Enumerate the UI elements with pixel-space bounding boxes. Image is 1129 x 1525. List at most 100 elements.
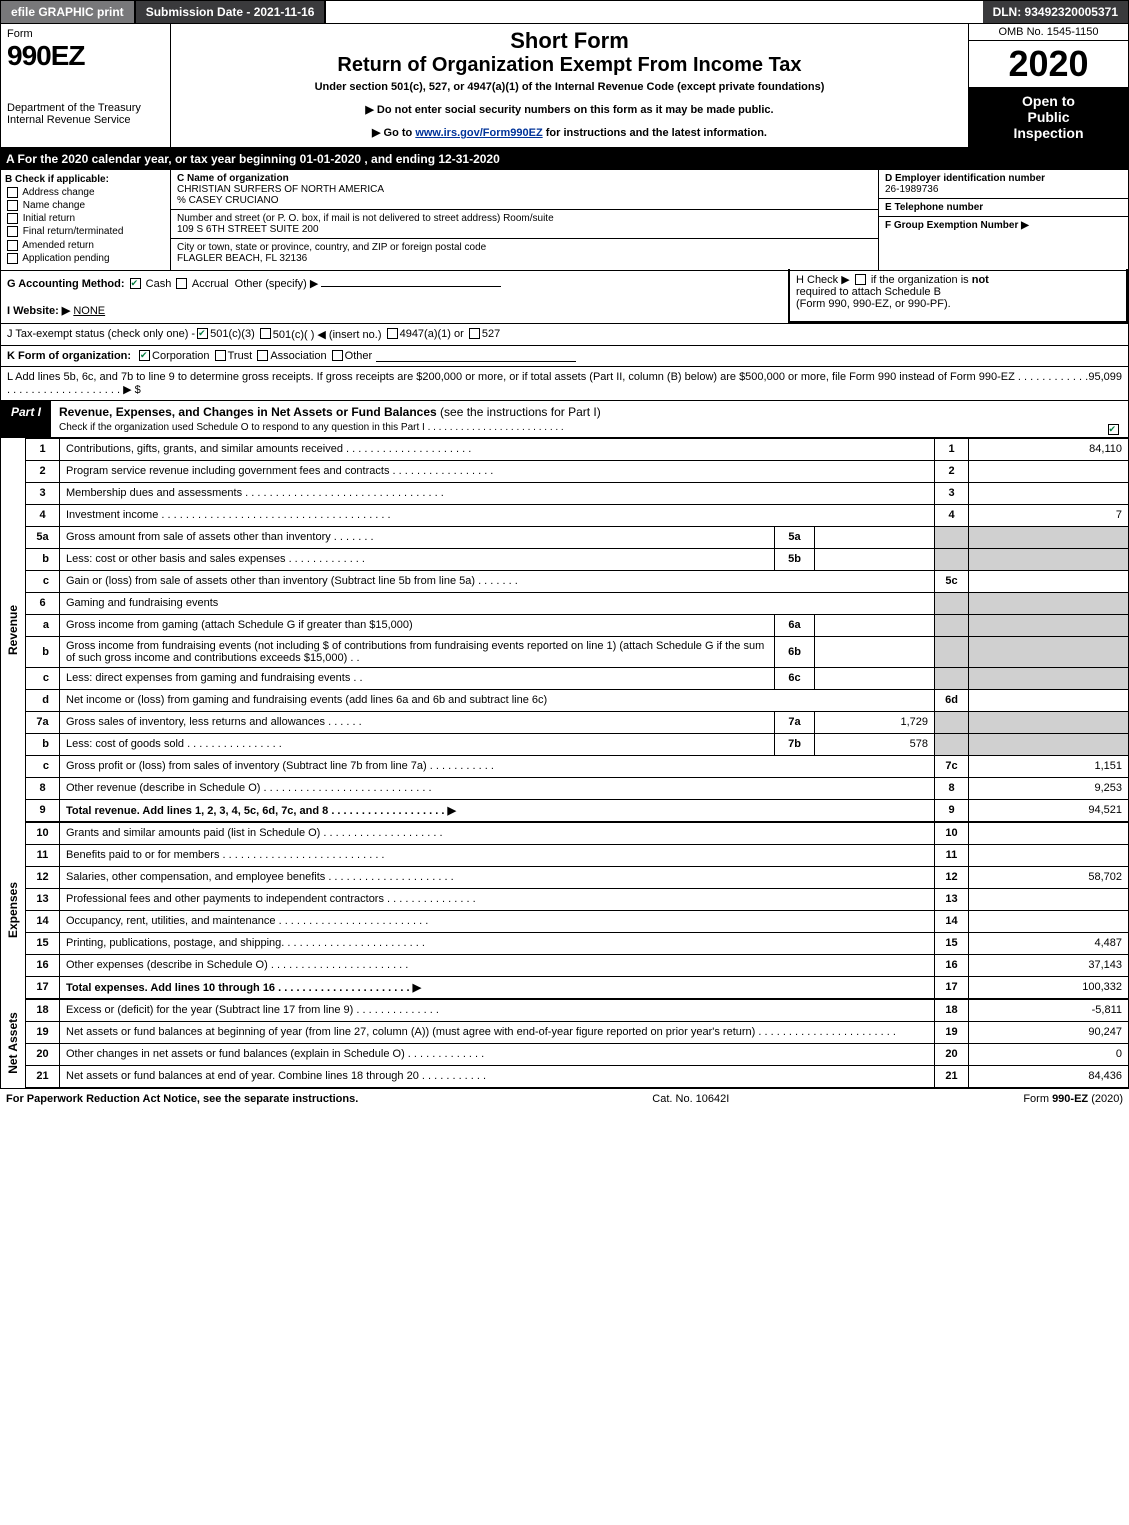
g-h-row: G Accounting Method: Cash Accrual Other …	[0, 271, 1129, 324]
revenue-sidelabel: Revenue	[1, 438, 25, 822]
l7b-mid-gray	[935, 733, 969, 755]
k-other-line[interactable]	[376, 350, 576, 362]
l6-desc: Gaming and fundraising events	[60, 592, 935, 614]
l6b-val-gray	[969, 636, 1129, 667]
expenses-label-text: Expenses	[6, 882, 20, 938]
street-value: 109 S 6TH STREET SUITE 200	[177, 224, 872, 235]
l3-no: 3	[26, 482, 60, 504]
chk-other-org[interactable]	[332, 350, 343, 361]
part1-title-paren: (see the instructions for Part I)	[440, 405, 601, 419]
chk-527[interactable]	[469, 328, 480, 339]
dept-treasury: Department of the Treasury	[7, 102, 164, 114]
l9-val: 94,521	[969, 799, 1129, 821]
box-b: B Check if applicable: Address change Na…	[1, 170, 171, 270]
chk-final-return[interactable]: Final return/terminated	[5, 226, 166, 237]
chk-address-change[interactable]: Address change	[5, 187, 166, 198]
l6a-mid-gray	[935, 614, 969, 636]
line-5b: bLess: cost or other basis and sales exp…	[26, 548, 1129, 570]
l5a-mid-gray	[935, 526, 969, 548]
l4-val: 7	[969, 504, 1129, 526]
l6-val-gray	[969, 592, 1129, 614]
h-line2: required to attach Schedule B	[796, 286, 941, 298]
chk-corp[interactable]	[139, 350, 150, 361]
l7b-no: b	[26, 733, 60, 755]
top-toolbar: efile GRAPHIC print Submission Date - 20…	[0, 0, 1129, 24]
l5c-mid: 5c	[935, 570, 969, 592]
line-6c: cLess: direct expenses from gaming and f…	[26, 667, 1129, 689]
return-title: Return of Organization Exempt From Incom…	[179, 54, 960, 77]
l7c-val: 1,151	[969, 755, 1129, 777]
l12-desc: Salaries, other compensation, and employ…	[60, 866, 935, 888]
l1-no: 1	[26, 438, 60, 460]
goto-post: for instructions and the latest informat…	[543, 127, 767, 139]
l13-no: 13	[26, 888, 60, 910]
header-right: OMB No. 1545-1150 2020 Open to Public In…	[968, 24, 1128, 147]
l7c-no: c	[26, 755, 60, 777]
l7b-val-gray	[969, 733, 1129, 755]
l9-desc: Total revenue. Add lines 1, 2, 3, 4, 5c,…	[60, 799, 935, 821]
chk-name-change[interactable]: Name change	[5, 200, 166, 211]
l6b-desc: Gross income from fundraising events (no…	[60, 636, 775, 667]
l4-mid: 4	[935, 504, 969, 526]
ssn-warning: ▶ Do not enter social security numbers o…	[179, 103, 960, 116]
l9-no: 9	[26, 799, 60, 821]
chk-trust[interactable]	[215, 350, 226, 361]
chk-initial-return[interactable]: Initial return	[5, 213, 166, 224]
efile-print-button[interactable]: efile GRAPHIC print	[1, 1, 136, 23]
footer-left: For Paperwork Reduction Act Notice, see …	[6, 1093, 358, 1105]
l8-mid: 8	[935, 777, 969, 799]
form-word: Form	[7, 28, 164, 40]
chk-assoc[interactable]	[257, 350, 268, 361]
l6d-val	[969, 689, 1129, 711]
l2-desc: Program service revenue including govern…	[60, 460, 935, 482]
box-d: D Employer identification number 26-1989…	[878, 170, 1128, 270]
l10-no: 10	[26, 822, 60, 844]
city-label: City or town, state or province, country…	[177, 242, 872, 253]
l3-mid: 3	[935, 482, 969, 504]
chk-part1-schedule-o[interactable]	[1108, 424, 1119, 435]
k-o4: Other	[345, 350, 373, 362]
chk-amended-return[interactable]: Amended return	[5, 240, 166, 251]
h-box: H Check ▶ if the organization is not req…	[788, 269, 1128, 323]
chk-h[interactable]	[855, 274, 866, 285]
l15-desc: Printing, publications, postage, and shi…	[60, 932, 935, 954]
footer-right-bold: 990-EZ	[1052, 1093, 1088, 1105]
chk-application-pending[interactable]: Application pending	[5, 253, 166, 264]
l18-mid: 18	[935, 999, 969, 1021]
l6b-mid-gray	[935, 636, 969, 667]
l12-val: 58,702	[969, 866, 1129, 888]
l6b-no: b	[26, 636, 60, 667]
irs-link[interactable]: www.irs.gov/Form990EZ	[415, 127, 542, 139]
chk-501c[interactable]	[260, 328, 271, 339]
submission-date-button[interactable]: Submission Date - 2021-11-16	[136, 1, 327, 23]
l6d-desc: Net income or (loss) from gaming and fun…	[60, 689, 935, 711]
revenue-table: 1Contributions, gifts, grants, and simil…	[25, 438, 1129, 822]
group-label: F Group Exemption Number ▶	[885, 220, 1122, 231]
l7c-mid: 7c	[935, 755, 969, 777]
g-other-line[interactable]	[321, 286, 501, 287]
l17-mid: 17	[935, 976, 969, 998]
j-o3: 4947(a)(1) or	[400, 328, 464, 341]
l7b-sub: 7b	[775, 733, 815, 755]
line-10: 10Grants and similar amounts paid (list …	[26, 822, 1129, 844]
form-header: Form 990EZ Department of the Treasury In…	[0, 24, 1129, 148]
goto-pre: ▶ Go to	[372, 127, 415, 139]
chk-cash[interactable]	[130, 278, 141, 289]
line-19: 19Net assets or fund balances at beginni…	[26, 1021, 1129, 1043]
line-1: 1Contributions, gifts, grants, and simil…	[26, 438, 1129, 460]
l9-mid: 9	[935, 799, 969, 821]
ein-label: D Employer identification number	[885, 173, 1122, 184]
chk-4947[interactable]	[387, 328, 398, 339]
l13-desc: Professional fees and other payments to …	[60, 888, 935, 910]
l13-val	[969, 888, 1129, 910]
l5a-val-gray	[969, 526, 1129, 548]
line-6d: dNet income or (loss) from gaming and fu…	[26, 689, 1129, 711]
chk-accrual[interactable]	[176, 278, 187, 289]
l14-desc: Occupancy, rent, utilities, and maintena…	[60, 910, 935, 932]
chk-501c3[interactable]	[197, 328, 208, 339]
l15-mid: 15	[935, 932, 969, 954]
dept-irs: Internal Revenue Service	[7, 114, 164, 126]
footer-right-pre: Form	[1023, 1093, 1052, 1105]
l11-val	[969, 844, 1129, 866]
l12-no: 12	[26, 866, 60, 888]
